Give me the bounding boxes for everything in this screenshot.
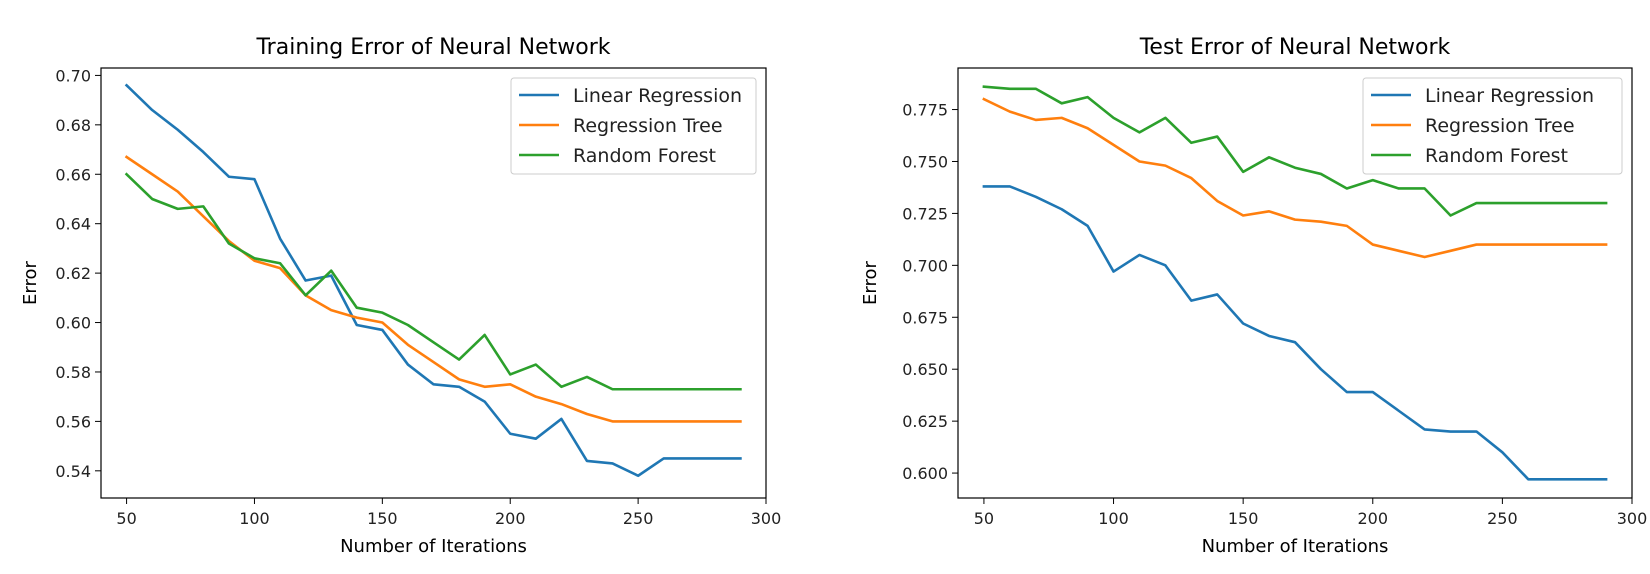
y-tick-label: 0.775 bbox=[902, 101, 948, 120]
y-tick-label: 0.62 bbox=[55, 264, 91, 283]
y-axis-label: Error bbox=[20, 260, 41, 304]
legend-label: Regression Tree bbox=[1425, 115, 1575, 137]
chart-1: Training Error of Neural Network 50 100 150… bbox=[20, 35, 781, 557]
y-tick-label: 0.66 bbox=[55, 165, 91, 184]
y-tick-label: 0.725 bbox=[902, 204, 948, 223]
series-line-random-forest bbox=[982, 85, 1608, 217]
x-tick-label: 50 bbox=[974, 509, 994, 528]
legend-label: Random Forest bbox=[1425, 145, 1568, 167]
x-tick-label: 200 bbox=[1357, 509, 1388, 528]
chart-title: Training Error of Neural Network bbox=[255, 35, 610, 60]
series-line-regression-tree bbox=[124, 155, 742, 423]
series-line-regression-tree bbox=[982, 97, 1608, 259]
chart-2: Test Error of Neural Network 50 100 150 200 2… bbox=[860, 35, 1647, 557]
x-tick-label: 250 bbox=[623, 509, 654, 528]
x-tick-label: 250 bbox=[1487, 509, 1518, 528]
y-tick-label: 0.700 bbox=[902, 256, 948, 275]
series-line-linear-regression bbox=[982, 185, 1608, 481]
y-axis-label: Error bbox=[860, 260, 881, 304]
y-tick-label: 0.68 bbox=[55, 116, 91, 135]
x-tick-label: 50 bbox=[116, 509, 136, 528]
y-tick-label: 0.60 bbox=[55, 314, 91, 333]
y-tick-label: 0.750 bbox=[902, 152, 948, 171]
x-tick-label: 150 bbox=[367, 509, 398, 528]
plot-frame bbox=[957, 67, 1633, 499]
legend: Linear Regression Regression Tree Random F… bbox=[1362, 77, 1623, 175]
x-tick-label: 100 bbox=[1098, 509, 1129, 528]
chart-title: Test Error of Neural Network bbox=[1139, 35, 1451, 60]
y-tick-label: 0.58 bbox=[55, 363, 91, 382]
x-axis-label: Number of Iterations bbox=[1202, 536, 1389, 557]
y-tick-label: 0.56 bbox=[55, 412, 91, 431]
legend: Linear Regression Regression Tree Random F… bbox=[510, 77, 757, 175]
series-line-random-forest bbox=[124, 172, 742, 391]
legend-label: Linear Regression bbox=[1425, 85, 1594, 107]
x-tick-label: 300 bbox=[751, 509, 782, 528]
legend-label: Regression Tree bbox=[573, 115, 723, 137]
x-tick-label: 200 bbox=[495, 509, 526, 528]
legend-box bbox=[1362, 77, 1623, 175]
y-tick-label: 0.675 bbox=[902, 308, 948, 327]
legend-label: Linear Regression bbox=[573, 85, 742, 107]
y-tick-label: 0.64 bbox=[55, 215, 91, 234]
y-tick-label: 0.650 bbox=[902, 360, 948, 379]
x-axis-label: Number of Iterations bbox=[340, 536, 527, 557]
y-tick-label: 0.70 bbox=[55, 66, 91, 85]
series-line-linear-regression bbox=[124, 83, 742, 478]
x-tick-label: 150 bbox=[1228, 509, 1259, 528]
x-tick-label: 300 bbox=[1617, 509, 1648, 528]
legend-label: Random Forest bbox=[573, 145, 716, 167]
legend-box bbox=[510, 77, 757, 175]
y-tick-label: 0.54 bbox=[55, 462, 91, 481]
x-tick-label: 100 bbox=[239, 509, 270, 528]
y-tick-label: 0.625 bbox=[902, 412, 948, 431]
plot-frame bbox=[100, 67, 767, 499]
y-tick-label: 0.600 bbox=[902, 464, 948, 483]
